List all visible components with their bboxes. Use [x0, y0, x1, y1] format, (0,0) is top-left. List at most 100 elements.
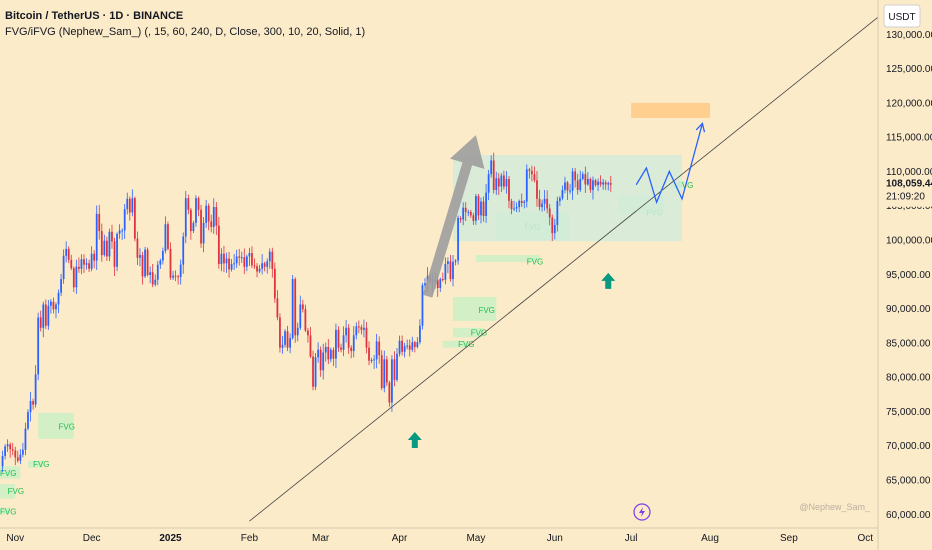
candle-body: [569, 190, 571, 192]
candle-body: [424, 283, 426, 286]
candle-body: [80, 259, 83, 269]
candle-body: [525, 169, 528, 202]
x-tick-label: 2025: [159, 533, 182, 544]
candle-body: [187, 198, 190, 210]
candle-body: [151, 272, 154, 285]
candle-body: [337, 329, 340, 348]
candle-body: [284, 331, 286, 345]
candle-body: [233, 263, 236, 265]
candle-body: [210, 221, 213, 227]
candle-body: [105, 240, 108, 257]
candle-body: [475, 196, 477, 221]
candle-body: [370, 360, 373, 361]
candle-body: [235, 256, 238, 264]
candle-body: [261, 263, 264, 269]
candle-body: [169, 248, 172, 278]
candle-body: [141, 255, 144, 277]
trendline-layer: [249, 16, 879, 522]
last-price-label: 108,059.44: [886, 179, 932, 190]
candle-body: [271, 251, 274, 269]
y-tick-label: 115,000.00: [886, 133, 932, 144]
target-zone-box: [631, 102, 711, 118]
candle-body: [579, 178, 582, 190]
candle-body: [238, 256, 241, 258]
candle-body: [128, 198, 131, 213]
candle-body: [116, 233, 118, 267]
candle-body: [385, 359, 388, 383]
candle-body: [70, 259, 73, 269]
candle-body: [44, 304, 47, 326]
candle-body: [248, 253, 251, 257]
candle-body: [447, 261, 449, 264]
candle-body: [307, 330, 309, 336]
candle-body: [294, 279, 297, 336]
fvg-zone: [38, 412, 74, 439]
candle-body: [530, 170, 533, 175]
candle-body: [215, 207, 218, 226]
candle-body: [594, 180, 597, 186]
candle-body: [581, 174, 584, 179]
y-tick-label: 80,000.00: [886, 373, 931, 384]
x-tick-label: Dec: [83, 533, 101, 544]
candle-body: [419, 325, 421, 343]
candle-body: [340, 347, 342, 350]
candle-body: [329, 349, 332, 360]
candle-body: [245, 256, 248, 267]
candle-body: [357, 326, 360, 328]
candle-body: [279, 317, 281, 348]
candle-body: [225, 258, 228, 264]
candle-body: [520, 200, 523, 203]
candle-body: [6, 444, 9, 447]
candle-body: [88, 263, 90, 269]
candle-body: [597, 181, 599, 186]
candle-body: [256, 266, 258, 272]
candle-body: [312, 356, 314, 387]
candle-body: [243, 257, 246, 267]
candle-body: [449, 261, 452, 280]
candle-body: [391, 359, 393, 403]
candle-body: [457, 218, 459, 261]
candle-body: [123, 209, 126, 231]
candle-body: [4, 446, 6, 456]
candle-body: [368, 347, 370, 361]
currency-label: USDT: [888, 12, 915, 23]
candle-body: [347, 327, 350, 348]
candle-body: [131, 198, 134, 213]
candle-body: [113, 241, 116, 267]
candle-body: [37, 317, 40, 375]
candle-body: [464, 207, 467, 212]
candle-body: [103, 240, 106, 256]
candle-body: [373, 359, 375, 361]
candle-body: [360, 327, 363, 330]
candle-body: [586, 178, 589, 185]
candle-body: [599, 181, 602, 185]
candle-body: [85, 263, 88, 265]
fvg-label: FVG: [458, 340, 474, 349]
candle-body: [327, 346, 330, 360]
candle-body: [492, 160, 495, 190]
candle-body: [459, 218, 462, 220]
x-tick-label: May: [466, 533, 485, 544]
candle-body: [472, 215, 475, 221]
candle-body: [332, 349, 335, 359]
candle-body: [189, 209, 192, 232]
candle-body: [487, 174, 490, 193]
candle-body: [258, 268, 261, 272]
candle-body: [212, 207, 215, 227]
drawings-layer: [407, 122, 706, 521]
candle-body: [217, 225, 220, 264]
bullish-arrow: [422, 135, 485, 298]
candle-body: [413, 342, 416, 347]
candle-body: [342, 335, 345, 350]
candle-body: [469, 211, 472, 216]
indicator-label[interactable]: FVG/iFVG (Nephew_Sam_) (, 15, 60, 240, D…: [5, 26, 366, 38]
candle-body: [207, 205, 210, 222]
candle-body: [9, 444, 12, 450]
candle-body: [83, 259, 85, 265]
candle-body: [541, 203, 543, 208]
candle-body: [352, 335, 355, 352]
fvg-label: FVG: [33, 460, 49, 469]
projection-arrowhead: [695, 122, 706, 133]
